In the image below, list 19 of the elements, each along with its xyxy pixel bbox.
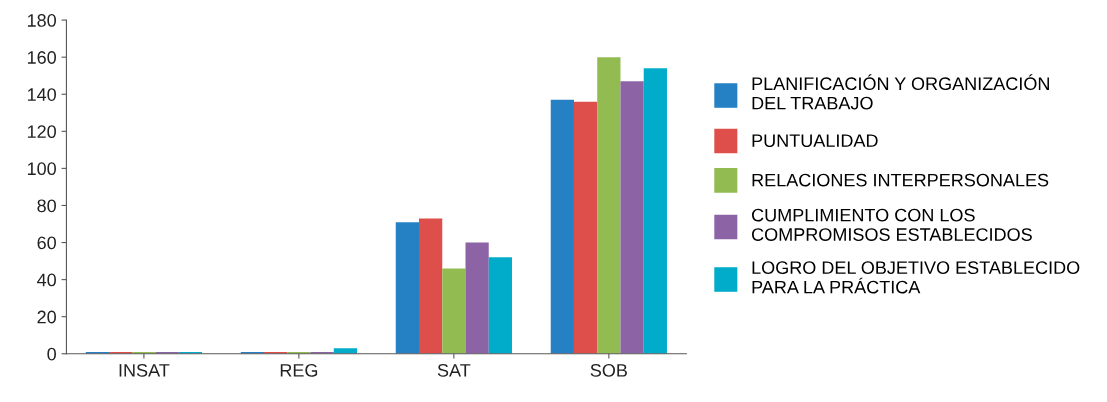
y-tick-label: 160: [27, 51, 56, 64]
y-tick-label: 40: [37, 273, 56, 287]
x-tick-label: REG: [280, 363, 318, 377]
x-tick-label: INSAT: [119, 363, 170, 377]
y-tick-label: 120: [27, 125, 56, 139]
x-tick-label: SOB: [590, 363, 627, 377]
legend-label: PUNTUALIDAD: [752, 134, 878, 148]
y-tick-label: 20: [37, 310, 56, 324]
y-tick-label: 60: [37, 236, 56, 250]
y-tick-label: 80: [37, 199, 56, 213]
legend-label: LOGRO DEL OBJETIVO ESTABLECIDO PARA LA PRÁCTICA: [752, 261, 1080, 294]
x-tick-label: SAT: [437, 363, 471, 377]
y-tick-label: 140: [27, 88, 56, 101]
y-tick-label: 180: [27, 14, 56, 27]
legend-label: PLANIFICACIÓN Y ORGANIZACIÓN DEL TRABAJO: [752, 74, 1049, 110]
y-tick-label: 0: [47, 347, 56, 361]
y-tick-label: 100: [27, 162, 56, 176]
legend-label: RELACIONES INTERPERSONALES: [752, 173, 1049, 187]
legend-label: CUMPLIMIENTO CON LOS COMPROMISOS ESTABLECIDOS: [752, 208, 1032, 241]
